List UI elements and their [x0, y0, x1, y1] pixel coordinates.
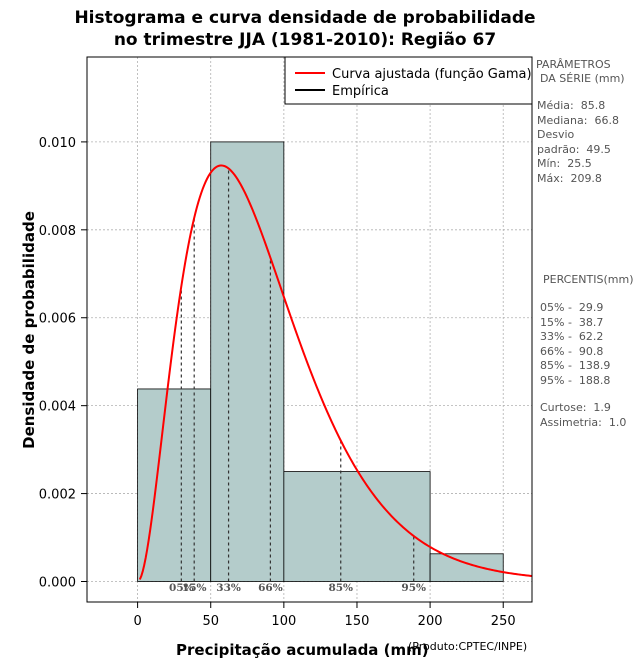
param-line-2: Desvio [537, 128, 575, 142]
histogram-bar-0 [137, 388, 212, 582]
param-line-1: Mediana: 66.8 [537, 113, 619, 127]
x-axis-label: Precipitação acumulada (mm) [176, 641, 429, 659]
percentile-label-1: 15% [182, 582, 207, 594]
percentile-label-4: 85% [328, 582, 353, 594]
y-tick-label-5: 0.010 [39, 136, 76, 151]
x-tick-label-2: 100 [271, 614, 296, 629]
x-tick-label-5: 250 [491, 614, 516, 629]
percentile-line-1: 15% - 38.7 [540, 315, 604, 329]
percentile-label-5: 95% [401, 582, 426, 594]
percentile-label-0: 05% [169, 582, 194, 594]
chart-title-line2: no trimestre JJA (1981-2010): Região 67 [113, 30, 497, 50]
percentile-line-4: 85% - 138.9 [540, 359, 611, 373]
x-tick-label-3: 150 [345, 614, 370, 629]
chart-title-line1: Histograma e curva densidade de probabil… [74, 8, 536, 28]
legend-label-empirical: Empírica [332, 84, 389, 99]
params-heading1: PARÂMETROS [536, 58, 611, 71]
y-axis-label: Densidade de probabilidade [20, 211, 38, 449]
percentile-line-5: 95% - 188.8 [540, 374, 611, 387]
param-line-3: padrão: 49.5 [537, 142, 611, 156]
param-line-0: Média: 85.8 [537, 99, 606, 112]
gamma-fit-curve [138, 164, 532, 580]
credit-label: (Produto:CPTEC/INPE) [408, 640, 528, 653]
stat-line-1: Assimetria: 1.0 [540, 415, 627, 429]
legend-label-fitted: Curva ajustada (função Gama) [332, 67, 532, 82]
y-tick-label-4: 0.008 [39, 224, 76, 239]
y-tick-label-1: 0.002 [39, 488, 76, 503]
percentile-line-0: 05% - 29.9 [540, 301, 604, 314]
x-tick-label-1: 50 [202, 614, 219, 629]
params-heading2: DA SÉRIE (mm) [540, 72, 625, 85]
percentiles-heading: PERCENTIS(mm) [543, 273, 634, 286]
param-line-5: Máx: 209.8 [537, 172, 602, 185]
x-tick-label-0: 0 [133, 614, 141, 629]
param-line-4: Mín: 25.5 [537, 157, 592, 171]
percentile-line-3: 66% - 90.8 [540, 344, 604, 358]
y-tick-label-3: 0.006 [39, 312, 76, 327]
legend-box [284, 56, 533, 105]
percentile-label-2: 33% [216, 582, 241, 594]
y-tick-label-0: 0.000 [39, 576, 76, 591]
histogram-bar-3 [429, 553, 504, 582]
histogram-bar-1 [210, 141, 285, 582]
x-tick-label-4: 200 [418, 614, 443, 629]
y-tick-label-2: 0.004 [39, 400, 76, 415]
histogram-bar-2 [283, 471, 431, 582]
percentile-line-2: 33% - 62.2 [540, 330, 604, 344]
stat-line-0: Curtose: 1.9 [540, 401, 611, 414]
percentile-label-3: 66% [258, 582, 283, 594]
